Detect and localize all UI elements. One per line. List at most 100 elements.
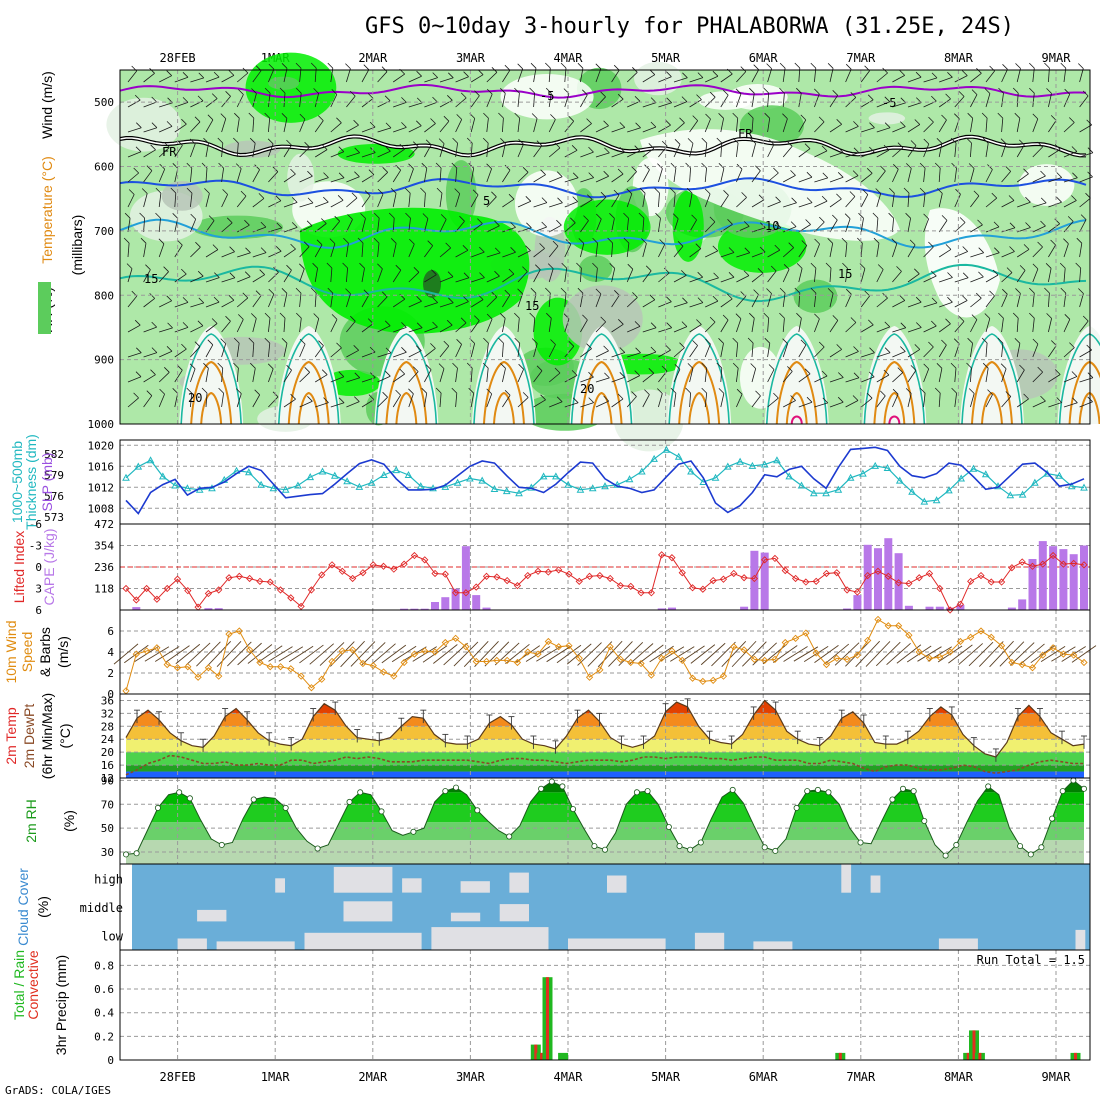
wind-barb <box>221 142 224 158</box>
wind-barb <box>985 197 998 208</box>
wind-barb <box>938 143 943 158</box>
wind-tick-label: 0 <box>107 688 114 701</box>
rh-point <box>985 783 992 790</box>
wind-speed-point <box>822 660 831 669</box>
wind-barb-flag <box>623 237 630 244</box>
cape-bar <box>874 548 882 610</box>
wind-barb <box>533 174 546 183</box>
wind-barb-flag <box>607 237 613 244</box>
wind-barb <box>1016 118 1021 133</box>
lifted-index-point <box>462 589 470 597</box>
wind-barb-flag <box>190 213 196 220</box>
wind-barb-10m <box>628 643 654 665</box>
wind-barb <box>361 69 370 83</box>
wind-barb-flag <box>709 316 716 323</box>
wind-barb <box>954 300 968 308</box>
wind-barb <box>517 200 531 208</box>
wind-speed-point <box>791 634 800 642</box>
wind-barb-flag <box>595 288 602 295</box>
rh-point <box>665 824 672 831</box>
wind-barb-flag <box>494 247 501 254</box>
wind-barb-10m <box>113 643 139 665</box>
wind-barb <box>814 177 828 183</box>
wind-barb-flag <box>430 118 436 124</box>
wind-barb <box>970 195 980 208</box>
thickness-point <box>1006 491 1015 499</box>
wind-barb <box>159 350 173 358</box>
wind-speed-point <box>730 643 738 651</box>
wind-barb-flag <box>858 212 864 219</box>
wind-barb <box>143 72 155 83</box>
wind-barb-flag <box>705 338 711 345</box>
wind-barb-flag <box>905 388 912 394</box>
wind-barb-flag <box>479 246 485 253</box>
wind-barb-flag <box>779 62 786 69</box>
wind-barb <box>1001 143 1007 158</box>
wind-barb-flag <box>228 70 235 76</box>
wind-barb-flag <box>838 372 844 378</box>
wind-barb <box>299 246 310 258</box>
wind-barb-flag <box>634 145 640 151</box>
wind-barb <box>283 343 288 358</box>
wind-barb-flag <box>716 137 723 144</box>
wind-barb <box>970 168 975 183</box>
wind-barb-flag <box>281 113 288 119</box>
lifted-index-point <box>451 589 460 597</box>
wind-barb <box>408 75 422 83</box>
rh-point <box>900 785 907 792</box>
wind-barb <box>798 268 803 283</box>
wind-barb-flag <box>701 137 708 144</box>
wind-barb <box>127 99 141 108</box>
wind-barb-10m <box>185 642 211 666</box>
lifted-index-point <box>472 583 480 591</box>
rh-point <box>602 846 609 853</box>
wind-barb <box>252 252 267 258</box>
lifted-index-point <box>668 554 676 562</box>
wind-speed-point <box>400 658 408 667</box>
wind-barb-flag <box>685 162 691 169</box>
wind-barb-flag <box>413 267 420 273</box>
cloud-block <box>753 941 793 950</box>
rh-point <box>314 845 321 852</box>
wind-barb-flag <box>718 113 724 119</box>
wind-barb <box>361 242 364 258</box>
wind-barb-flag <box>623 212 629 219</box>
precip-convective-bar <box>546 977 549 1060</box>
wind-barb <box>892 372 904 383</box>
wind-barb <box>783 175 796 183</box>
wind-barb-flag <box>749 312 755 319</box>
wind-barb <box>393 127 407 133</box>
wind-barb-flag <box>1014 112 1021 119</box>
thickness-point <box>859 469 867 477</box>
wind-barb <box>236 195 247 208</box>
wind-barb-flag <box>1000 138 1007 144</box>
wind-speed-point <box>668 647 676 655</box>
wind-barb <box>923 275 937 283</box>
wind-barb-flag <box>915 71 922 78</box>
wind-barb-flag <box>836 344 842 350</box>
wind-barb-10m <box>721 641 747 667</box>
wind-barb-flag <box>747 337 754 344</box>
wind-barb <box>658 124 671 133</box>
wind-barb <box>767 249 780 258</box>
wind-barb-flag <box>857 237 863 244</box>
wind-barb <box>314 345 324 358</box>
rh-legend-swatch <box>38 282 51 334</box>
thickness-point <box>969 464 978 472</box>
wind-barb-flag <box>518 363 524 370</box>
wind-barb <box>1016 68 1021 83</box>
wind-barb <box>408 371 419 383</box>
wind-barb-flag <box>872 212 879 219</box>
wind-barb <box>1063 347 1075 358</box>
rh-point <box>250 796 257 803</box>
wind-barb <box>580 402 594 408</box>
cape-bar <box>451 588 460 610</box>
lifted-index-point <box>905 579 913 588</box>
wind-barb-flag <box>1054 144 1061 150</box>
wind-barb <box>205 167 208 183</box>
wind-barb-flag <box>211 93 218 99</box>
isotherm-30-bulb <box>590 391 613 425</box>
wind-barb <box>455 368 458 383</box>
wind-barb <box>642 394 650 408</box>
wind-barb-flag <box>416 296 422 302</box>
